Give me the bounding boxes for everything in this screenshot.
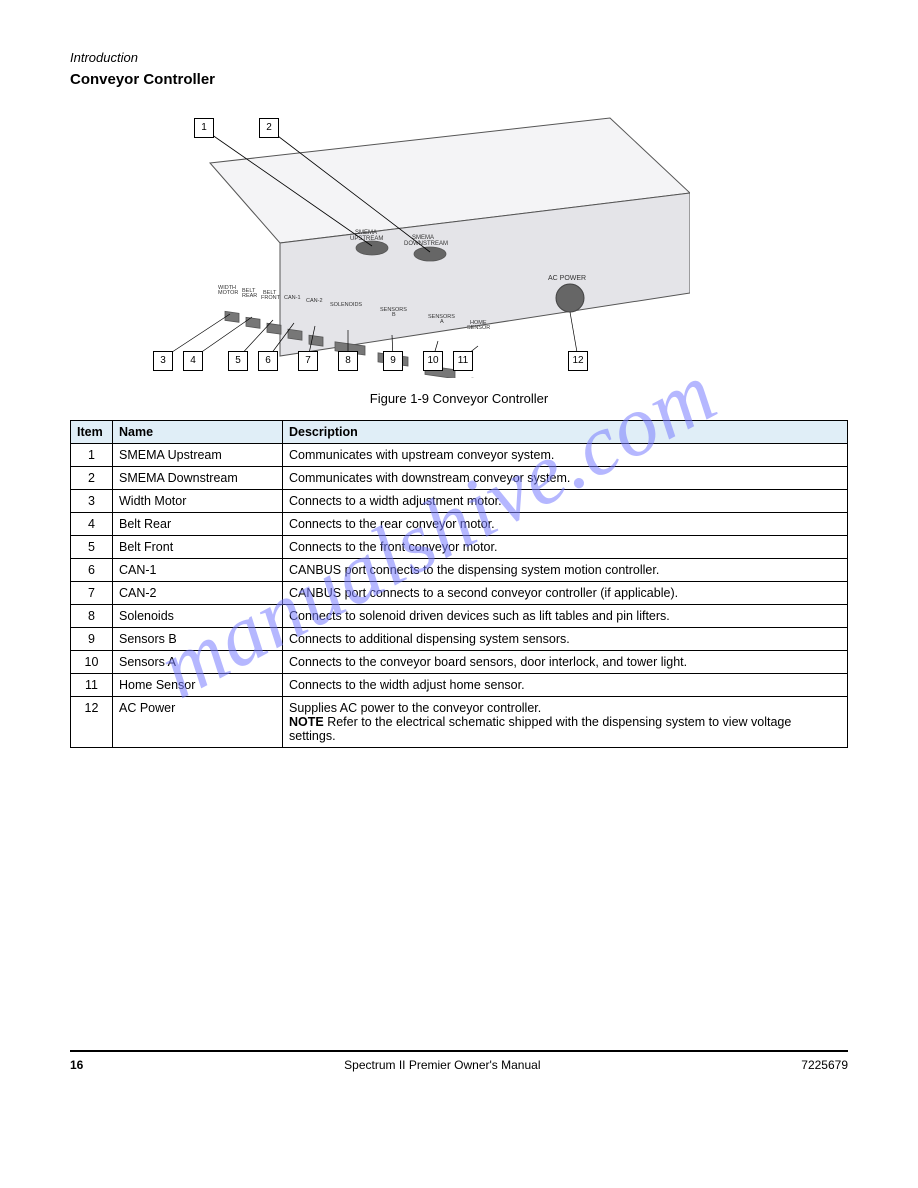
table-row: 6CAN-1CANBUS port connects to the dispen…	[71, 559, 848, 582]
footer-page: 16	[70, 1058, 83, 1072]
callout-9: 9	[383, 351, 403, 371]
footer-doc: Spectrum II Premier Owner's Manual	[344, 1058, 540, 1072]
svg-text:A: A	[440, 319, 444, 325]
table-row: 2SMEMA DownstreamCommunicates with downs…	[71, 467, 848, 490]
callout-7: 7	[298, 351, 318, 371]
callout-4: 4	[183, 351, 203, 371]
table-row: 10Sensors AConnects to the conveyor boar…	[71, 651, 848, 674]
callout-10: 10	[423, 351, 443, 371]
footer-pn: 7225679	[801, 1058, 848, 1072]
th-desc: Description	[283, 421, 848, 444]
svg-text:DOWNSTREAM: DOWNSTREAM	[404, 241, 448, 247]
table-row: 7CAN-2CANBUS port connects to a second c…	[71, 582, 848, 605]
th-name: Name	[113, 421, 283, 444]
table-row: 11Home SensorConnects to the width adjus…	[71, 674, 848, 697]
th-item: Item	[71, 421, 113, 444]
describe-table: Item Name Description 1SMEMA UpstreamCom…	[70, 420, 848, 748]
callout-2: 2	[259, 118, 279, 138]
device-svg: SMEMA UPSTREAM SMEMA DOWNSTREAM AC POWER…	[130, 98, 690, 378]
callout-8: 8	[338, 351, 358, 371]
footer-rule	[70, 1050, 848, 1052]
table-row: 4Belt RearConnects to the rear conveyor …	[71, 513, 848, 536]
section-label: Introduction	[70, 50, 848, 65]
svg-text:MOTOR: MOTOR	[218, 290, 238, 296]
table-row: 3Width MotorConnects to a width adjustme…	[71, 490, 848, 513]
svg-text:B: B	[392, 312, 396, 318]
svg-text:CAN-1: CAN-1	[284, 295, 301, 301]
table-row: 5Belt FrontConnects to the front conveyo…	[71, 536, 848, 559]
svg-text:CAN-2: CAN-2	[306, 298, 323, 304]
figure: SMEMA UPSTREAM SMEMA DOWNSTREAM AC POWER…	[130, 98, 690, 383]
table-row: 12AC PowerSupplies AC power to the conve…	[71, 697, 848, 748]
callout-1: 1	[194, 118, 214, 138]
svg-text:UPSTREAM: UPSTREAM	[350, 236, 383, 242]
table-row: 1SMEMA UpstreamCommunicates with upstrea…	[71, 444, 848, 467]
svg-text:SOLENOIDS: SOLENOIDS	[330, 302, 362, 308]
table-row: 9Sensors BConnects to additional dispens…	[71, 628, 848, 651]
svg-text:AC POWER: AC POWER	[548, 275, 586, 282]
footer: 16 Spectrum II Premier Owner's Manual 72…	[70, 1058, 848, 1072]
svg-text:REAR: REAR	[242, 293, 257, 299]
table-row: 8SolenoidsConnects to solenoid driven de…	[71, 605, 848, 628]
callout-6: 6	[258, 351, 278, 371]
callout-5: 5	[228, 351, 248, 371]
heading: Conveyor Controller	[70, 71, 848, 88]
callout-3: 3	[153, 351, 173, 371]
callout-11: 11	[453, 351, 473, 371]
callout-12: 12	[568, 351, 588, 371]
figure-caption: Figure 1-9 Conveyor Controller	[70, 391, 848, 406]
svg-text:SENSOR: SENSOR	[467, 325, 490, 331]
svg-text:FRONT: FRONT	[261, 295, 281, 301]
